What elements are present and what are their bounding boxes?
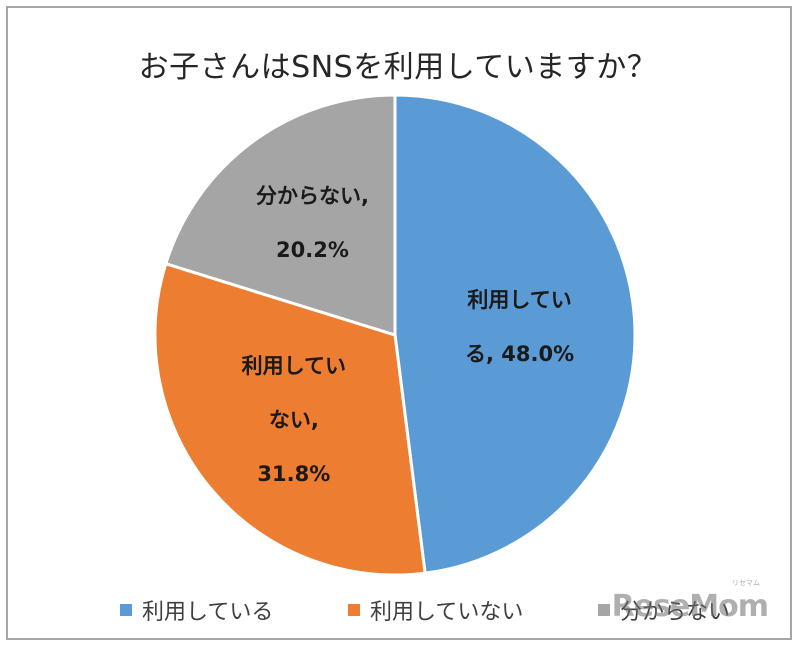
- pie-chart: 利用している, 48.0% 利用していない, 31.8% 分からない, 20.2%: [153, 93, 637, 577]
- watermark-logo: ReseMom: [611, 589, 769, 624]
- legend-swatch-not-using: [348, 604, 360, 616]
- legend-label-unknown: 分からない: [620, 600, 731, 625]
- chart-title: お子さんはSNSを利用していますか？: [138, 50, 658, 85]
- legend-swatch-unknown: [598, 604, 610, 616]
- pie-slice-using: [393, 93, 637, 575]
- legend: 利用している 利用していない 分からない: [8, 594, 788, 626]
- slice-label-unknown: 分からない, 20.2%: [256, 184, 369, 262]
- slice-label-using: 利用している, 48.0%: [465, 288, 574, 366]
- pie-slice-unknown: [164, 93, 397, 337]
- legend-item-using: 利用している: [120, 594, 273, 626]
- pie-slice-not-using: [153, 262, 427, 577]
- watermark-sub: リセマム: [732, 579, 760, 587]
- legend-label-not-using: 利用していない: [370, 600, 524, 625]
- slice-label-not-using: 利用していない, 31.8%: [242, 354, 346, 486]
- chart-frame: お子さんはSNSを利用していますか？ 利用している, 48.0% 利用していない,…: [6, 6, 792, 640]
- legend-item-not-using: 利用していない: [348, 594, 523, 626]
- legend-item-unknown: 分からない: [598, 594, 730, 626]
- legend-label-using: 利用している: [142, 600, 274, 625]
- legend-swatch-using: [120, 604, 132, 616]
